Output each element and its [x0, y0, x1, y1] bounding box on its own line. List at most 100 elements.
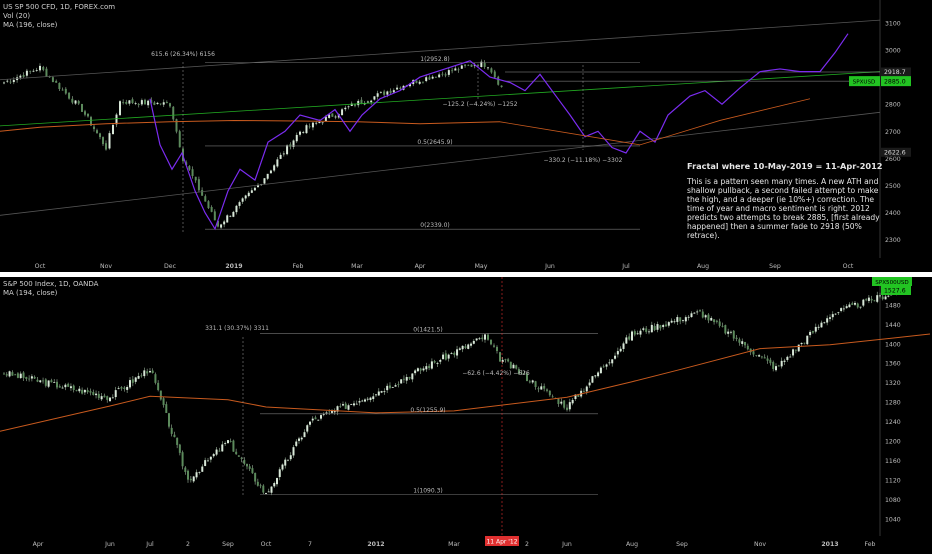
candle-body — [434, 76, 437, 78]
candle-body — [379, 91, 382, 93]
candle-body — [194, 176, 197, 181]
candle-body — [380, 391, 383, 393]
candle-body — [566, 407, 568, 410]
candle-body — [47, 380, 50, 387]
measure-label: 331.1 (30.37%) 3311 — [205, 325, 269, 332]
candle-body — [608, 362, 611, 364]
candle-body — [713, 319, 716, 323]
candle-body — [322, 414, 325, 416]
candle-body — [483, 62, 486, 67]
fractal-note: Fractal where 10-May-2019 = 11-Apr-2012 … — [687, 161, 883, 240]
y-tick-label: 2500 — [885, 183, 901, 190]
candle-body — [496, 346, 498, 352]
candle-body — [159, 103, 162, 105]
candle-body — [441, 73, 444, 75]
fib-level-label: 0.5(1255.9) — [410, 407, 445, 414]
x-tick-label: Jun — [561, 541, 572, 548]
x-tick-label: Aug — [697, 263, 709, 270]
measure-label: 615.6 (26.34%) 6156 — [151, 51, 215, 58]
x-tick-label: Jul — [145, 541, 154, 548]
candle-body — [44, 379, 47, 386]
candle-body — [421, 81, 424, 83]
candle-body — [5, 374, 8, 376]
candle-body — [560, 401, 563, 404]
candle-body — [386, 91, 389, 95]
candle-body — [540, 386, 543, 390]
candle-body — [777, 365, 780, 367]
price-axis-label: 2918.7 — [884, 69, 906, 76]
y-tick-label: 2600 — [885, 156, 901, 163]
candle-body — [859, 306, 862, 308]
candle-body — [156, 102, 159, 104]
candle-body — [366, 101, 369, 103]
y-tick-label: 3000 — [885, 47, 901, 54]
candle-body — [684, 317, 687, 322]
candle-body — [55, 80, 58, 83]
date-cursor-bg — [485, 536, 519, 546]
candle-body — [61, 89, 64, 91]
y-tick-label: 1360 — [885, 361, 901, 368]
candle-body — [727, 331, 730, 334]
candle-body — [687, 316, 690, 318]
candle-body — [862, 299, 865, 306]
top-chart-pane[interactable]: 230024002500260027002800290030003100OctN… — [0, 0, 932, 272]
candle-body — [366, 398, 369, 400]
candle-body — [3, 373, 5, 375]
pane-divider[interactable] — [0, 272, 932, 277]
fib-level-label: 0(2339.0) — [420, 222, 450, 229]
candle-body — [591, 376, 594, 383]
candle-body — [344, 107, 347, 110]
candle-body — [172, 106, 175, 120]
candle-body — [318, 121, 321, 124]
candle-body — [317, 419, 320, 421]
candle-body — [140, 375, 143, 377]
candle-body — [372, 396, 375, 400]
candle-body — [45, 68, 48, 77]
candle-body — [344, 403, 347, 409]
x-tick-label: Oct — [261, 541, 272, 548]
candle-body — [105, 143, 107, 150]
candle-body — [884, 296, 887, 300]
candle-body — [19, 373, 22, 379]
candle-body — [512, 364, 515, 369]
candle-body — [817, 326, 820, 328]
candle-body — [69, 386, 72, 389]
current-price-label: 2885.0 — [884, 78, 906, 85]
candle-body — [147, 100, 150, 106]
candle-body — [375, 394, 377, 396]
candle-body — [218, 450, 221, 452]
fib-level-label: 0.5(2645.9) — [417, 139, 452, 146]
candle-body — [454, 68, 457, 71]
x-tick-label: Jun — [104, 541, 115, 548]
candle-body — [735, 337, 738, 340]
bottom-chart-svg[interactable]: 1040 1080 1120 1160 1200 1240 1280 1320 1360 1400… — [0, 277, 932, 550]
candle-body — [22, 74, 25, 77]
measure-label: −330.2 (−11.18%) −3302 — [544, 157, 623, 164]
candle-body — [444, 353, 447, 360]
candle-body — [724, 325, 727, 334]
candle-body — [229, 441, 232, 442]
candle-body — [840, 308, 843, 311]
candle-body — [248, 466, 251, 469]
candle-body — [314, 417, 317, 420]
candle-body — [96, 130, 98, 134]
candle-body — [83, 389, 86, 393]
candle-body — [86, 390, 89, 393]
candle-body — [247, 192, 250, 197]
y-tick-label: 1320 — [885, 380, 901, 387]
current-price-label: 1527.6 — [884, 288, 906, 295]
candle-body — [431, 76, 434, 79]
candle-body — [500, 85, 503, 88]
bottom-chart-pane[interactable]: 1040 1080 1120 1160 1200 1240 1280 1320 1360 1400… — [0, 277, 932, 550]
candle-body — [120, 387, 123, 389]
candle-body — [701, 311, 704, 318]
candle-body — [752, 351, 755, 355]
candle-body — [507, 359, 510, 362]
candle-body — [207, 460, 209, 462]
top-chart-svg[interactable]: 230024002500260027002800290030003100OctN… — [0, 0, 932, 272]
candle-body — [22, 372, 25, 378]
candle-body — [370, 100, 373, 103]
candle-body — [653, 325, 656, 331]
candle-body — [470, 64, 473, 67]
candle-body — [397, 384, 400, 385]
